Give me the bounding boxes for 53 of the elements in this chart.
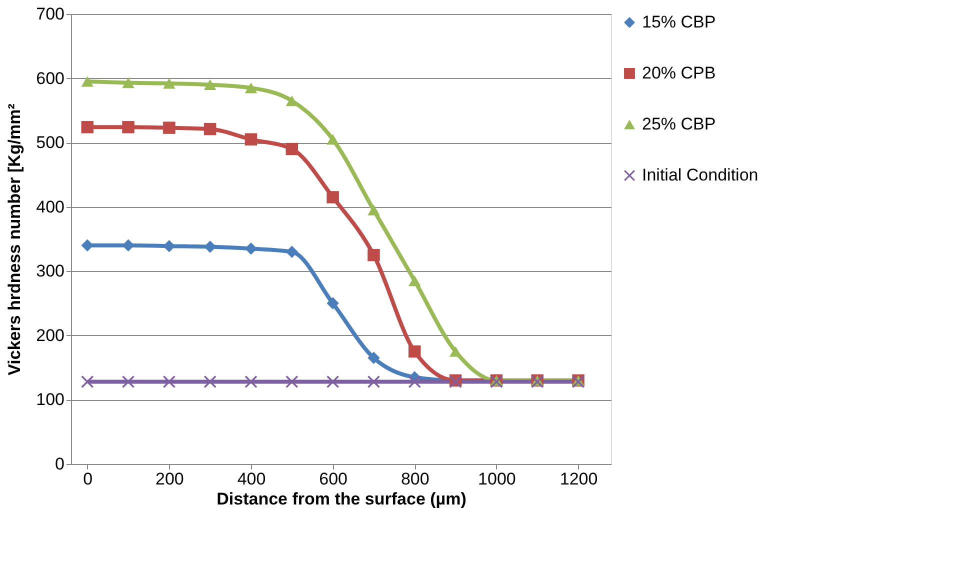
point — [204, 79, 216, 90]
point — [408, 376, 421, 388]
point — [326, 134, 339, 145]
point — [81, 121, 94, 134]
point — [244, 133, 258, 146]
point — [163, 122, 176, 134]
point — [368, 248, 380, 262]
point — [163, 240, 176, 252]
point — [368, 204, 380, 216]
x-tick-label: 0 — [83, 470, 93, 488]
legend-label: 20% CPB — [642, 64, 716, 82]
point — [163, 78, 176, 89]
y-axis-title: Vickers hrdness number [Kg/mm² — [5, 103, 24, 376]
y-tick-label: 100 — [36, 390, 64, 410]
point — [122, 121, 134, 134]
x-tick-label: 800 — [400, 470, 430, 488]
point — [286, 246, 298, 258]
y-tick-label: 500 — [36, 133, 64, 152]
point — [449, 346, 462, 357]
point — [368, 376, 380, 388]
point — [408, 275, 421, 286]
point — [244, 376, 258, 388]
point — [286, 376, 298, 388]
point — [326, 376, 339, 388]
legend-label: 15% CBP — [642, 12, 716, 32]
x-tick-label: 600 — [319, 470, 348, 488]
point — [286, 142, 298, 156]
point — [81, 239, 94, 252]
point — [204, 376, 216, 388]
y-tick-label: 0 — [55, 454, 64, 474]
point — [204, 122, 216, 136]
x-tick-label: 1200 — [560, 470, 598, 488]
y-tick-label: 200 — [36, 326, 64, 345]
point — [163, 376, 176, 388]
point — [408, 345, 421, 358]
y-tick-label: 400 — [36, 197, 64, 216]
point — [326, 191, 339, 204]
x-tick-label: 200 — [155, 470, 184, 488]
point — [81, 76, 94, 87]
point — [368, 352, 380, 364]
point — [122, 77, 134, 88]
legend-label: Initial Condition — [642, 166, 758, 184]
y-tick-label: 600 — [36, 68, 64, 88]
y-tick-label: 700 — [36, 4, 64, 24]
x-tick-label: 400 — [237, 470, 266, 488]
point — [81, 376, 94, 388]
y-tick-label: 300 — [36, 262, 64, 281]
point — [326, 297, 339, 310]
point — [244, 82, 258, 94]
x-axis-title: Distance from the surface (µm) — [216, 490, 466, 508]
point — [122, 376, 134, 388]
x-tick-label: 1000 — [478, 470, 516, 488]
legend-label: 25% CBP — [642, 114, 716, 134]
